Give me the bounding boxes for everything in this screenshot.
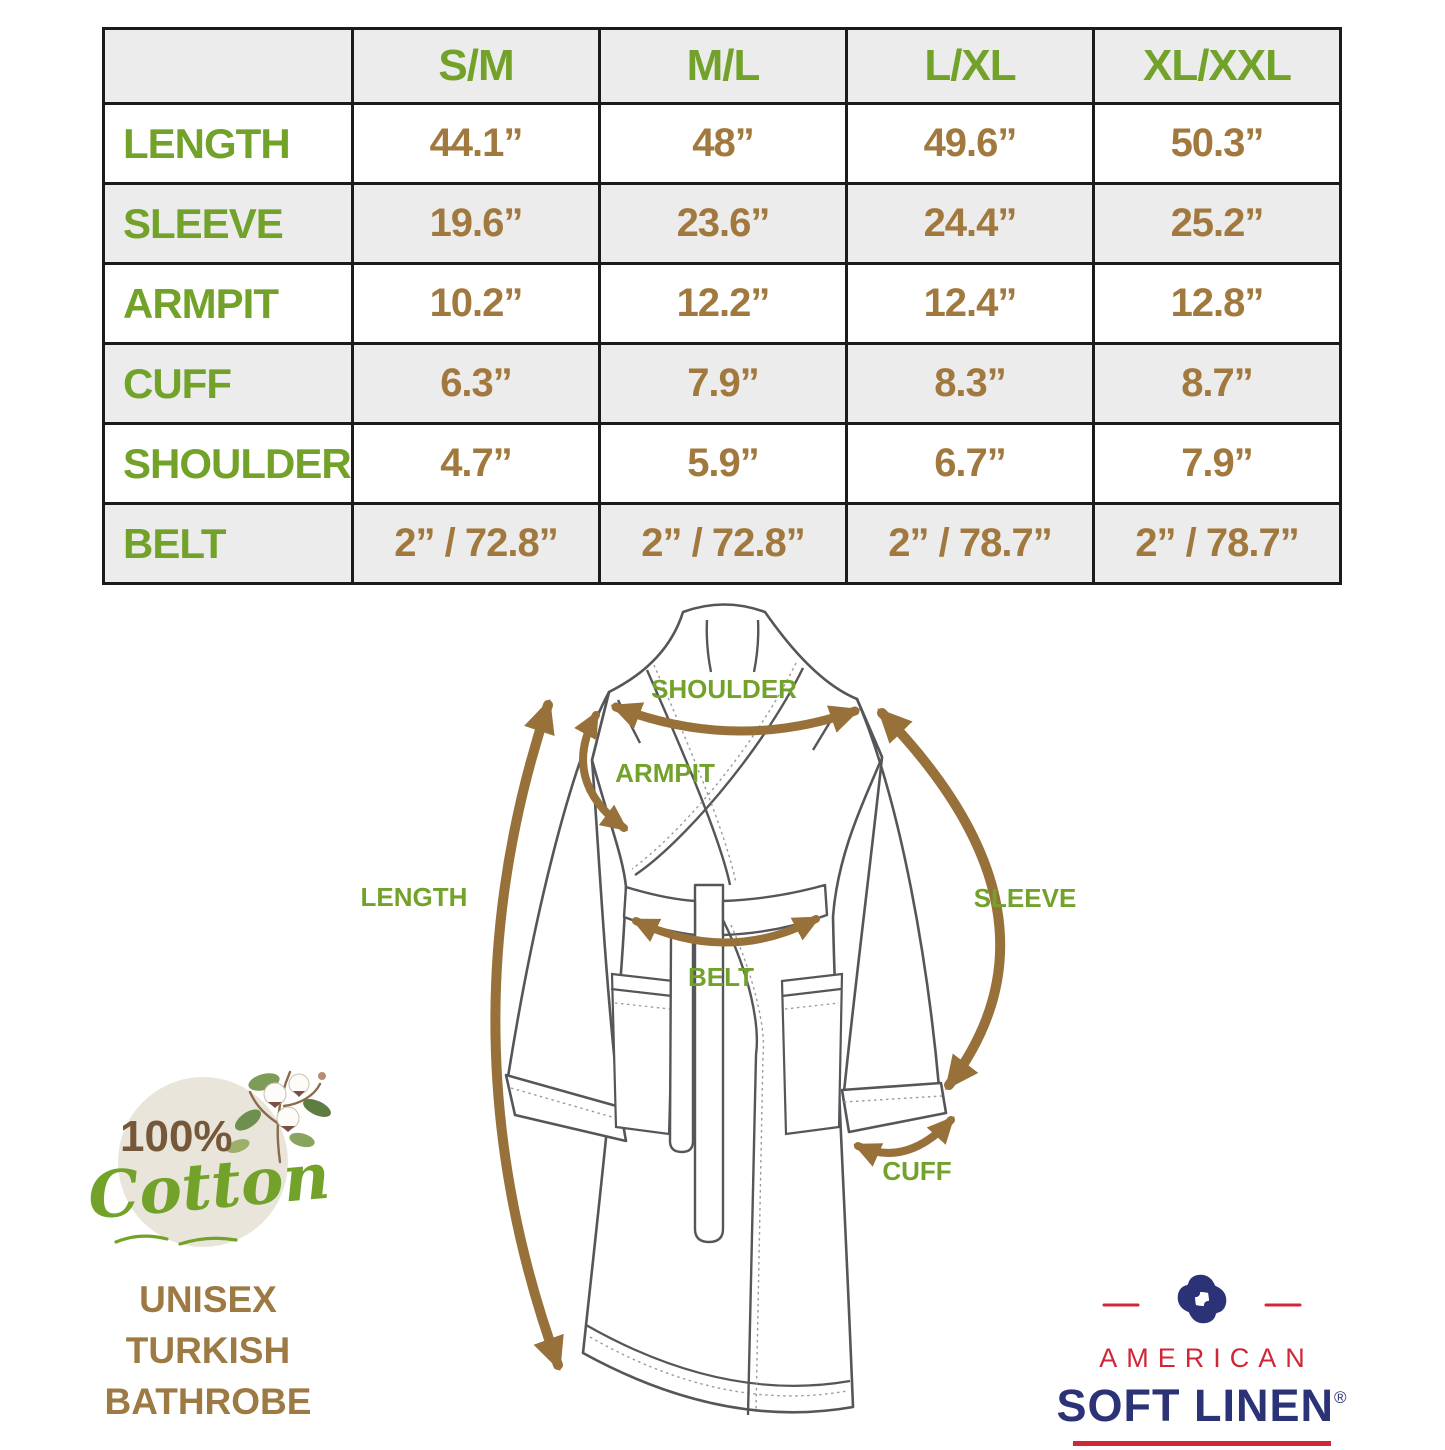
cotton-plant-illustration (226, 1070, 331, 1164)
brand-name-soft-linen: SOFT LINEN® (1042, 1380, 1362, 1432)
brand-knot-icon (1102, 1274, 1302, 1324)
size-value: 2” / 78.7” (848, 505, 1092, 582)
hem-band-line (585, 1324, 851, 1387)
diagram-label-sleeve: SLEEVE (973, 883, 1077, 913)
size-value: 6.7” (848, 425, 1092, 502)
brand-name-american: AMERICAN (1042, 1343, 1362, 1374)
product-line-bathrobe: BATHROBE (104, 1381, 312, 1422)
bathrobe-diagram (430, 585, 1050, 1445)
row-label-shoulder: SHOULDER (105, 425, 352, 502)
column-header-ml: M/L (601, 30, 845, 102)
row-label-armpit: ARMPIT (105, 265, 351, 342)
size-value: 12.2” (601, 265, 845, 342)
hem-stitch-line (589, 1336, 848, 1397)
size-value: 50.3” (1095, 105, 1339, 182)
size-value: 7.9” (1095, 425, 1339, 502)
badge-percent-text: 100% (120, 1112, 233, 1161)
size-value: 23.6” (601, 185, 845, 262)
brand-logo: AMERICAN SOFT LINEN® (1042, 1262, 1362, 1446)
size-value: 24.4” (848, 185, 1092, 262)
column-header-xlxxl: XL/XXL (1095, 30, 1339, 102)
armpit-arrow (574, 710, 629, 832)
diagram-label-belt: BELT (688, 962, 754, 992)
cuff-arrow (853, 1116, 955, 1167)
size-value: 12.8” (1095, 265, 1339, 342)
diagram-label-cuff: CUFF (882, 1156, 952, 1186)
size-value: 2” / 72.8” (601, 505, 845, 582)
product-line-turkish: TURKISH (125, 1330, 291, 1371)
bathrobe-line-drawing (490, 603, 1006, 1416)
size-value: 2” / 72.8” (354, 505, 598, 582)
row-label-length: LENGTH (105, 105, 351, 182)
size-value: 49.6” (848, 105, 1092, 182)
belt-arrow (631, 915, 821, 947)
size-value: 10.2” (354, 265, 598, 342)
product-line-unisex: UNISEX (139, 1279, 277, 1320)
size-value: 8.3” (848, 345, 1092, 422)
measurement-arrows (490, 698, 1006, 1372)
size-value: 5.9” (601, 425, 845, 502)
cotton-badge-circle (118, 1077, 288, 1247)
size-value: 7.9” (601, 345, 845, 422)
size-value: 12.4” (848, 265, 1092, 342)
size-value: 25.2” (1095, 185, 1339, 262)
diagram-label-shoulder: SHOULDER (651, 674, 797, 704)
registered-mark: ® (1333, 1388, 1348, 1407)
badge-swoosh-flourish (114, 1234, 238, 1246)
size-value: 6.3” (354, 345, 598, 422)
size-table: S/M M/L L/XL XL/XXL LENGTH 44.1” 48” 49.… (102, 27, 1342, 585)
row-label-cuff: CUFF (105, 345, 351, 422)
cotton-bolls (263, 1072, 326, 1132)
row-label-belt: BELT (105, 505, 351, 582)
column-header-sm: S/M (354, 30, 598, 102)
size-value: 2” / 78.7” (1095, 505, 1339, 582)
sleeve-arrow (877, 708, 1006, 1091)
brand-underline (1073, 1441, 1331, 1446)
product-type-block: UNISEX TURKISH BATHROBE (98, 1274, 318, 1427)
shoulder-arrow (610, 702, 861, 736)
table-corner-cell (105, 30, 351, 102)
size-value: 44.1” (354, 105, 598, 182)
size-value: 48” (601, 105, 845, 182)
size-value: 19.6” (354, 185, 598, 262)
brand-name-soft-linen-text: SOFT LINEN (1056, 1380, 1334, 1431)
row-label-sleeve: SLEEVE (105, 185, 351, 262)
size-value: 8.7” (1095, 345, 1339, 422)
length-arrow (490, 698, 564, 1372)
column-header-lxl: L/XL (848, 30, 1092, 102)
size-value: 4.7” (354, 425, 598, 502)
diagram-label-length: LENGTH (360, 882, 468, 912)
diagram-label-armpit: ARMPIT (615, 758, 715, 788)
brand-name-american-text: AMERICAN (1099, 1343, 1314, 1373)
